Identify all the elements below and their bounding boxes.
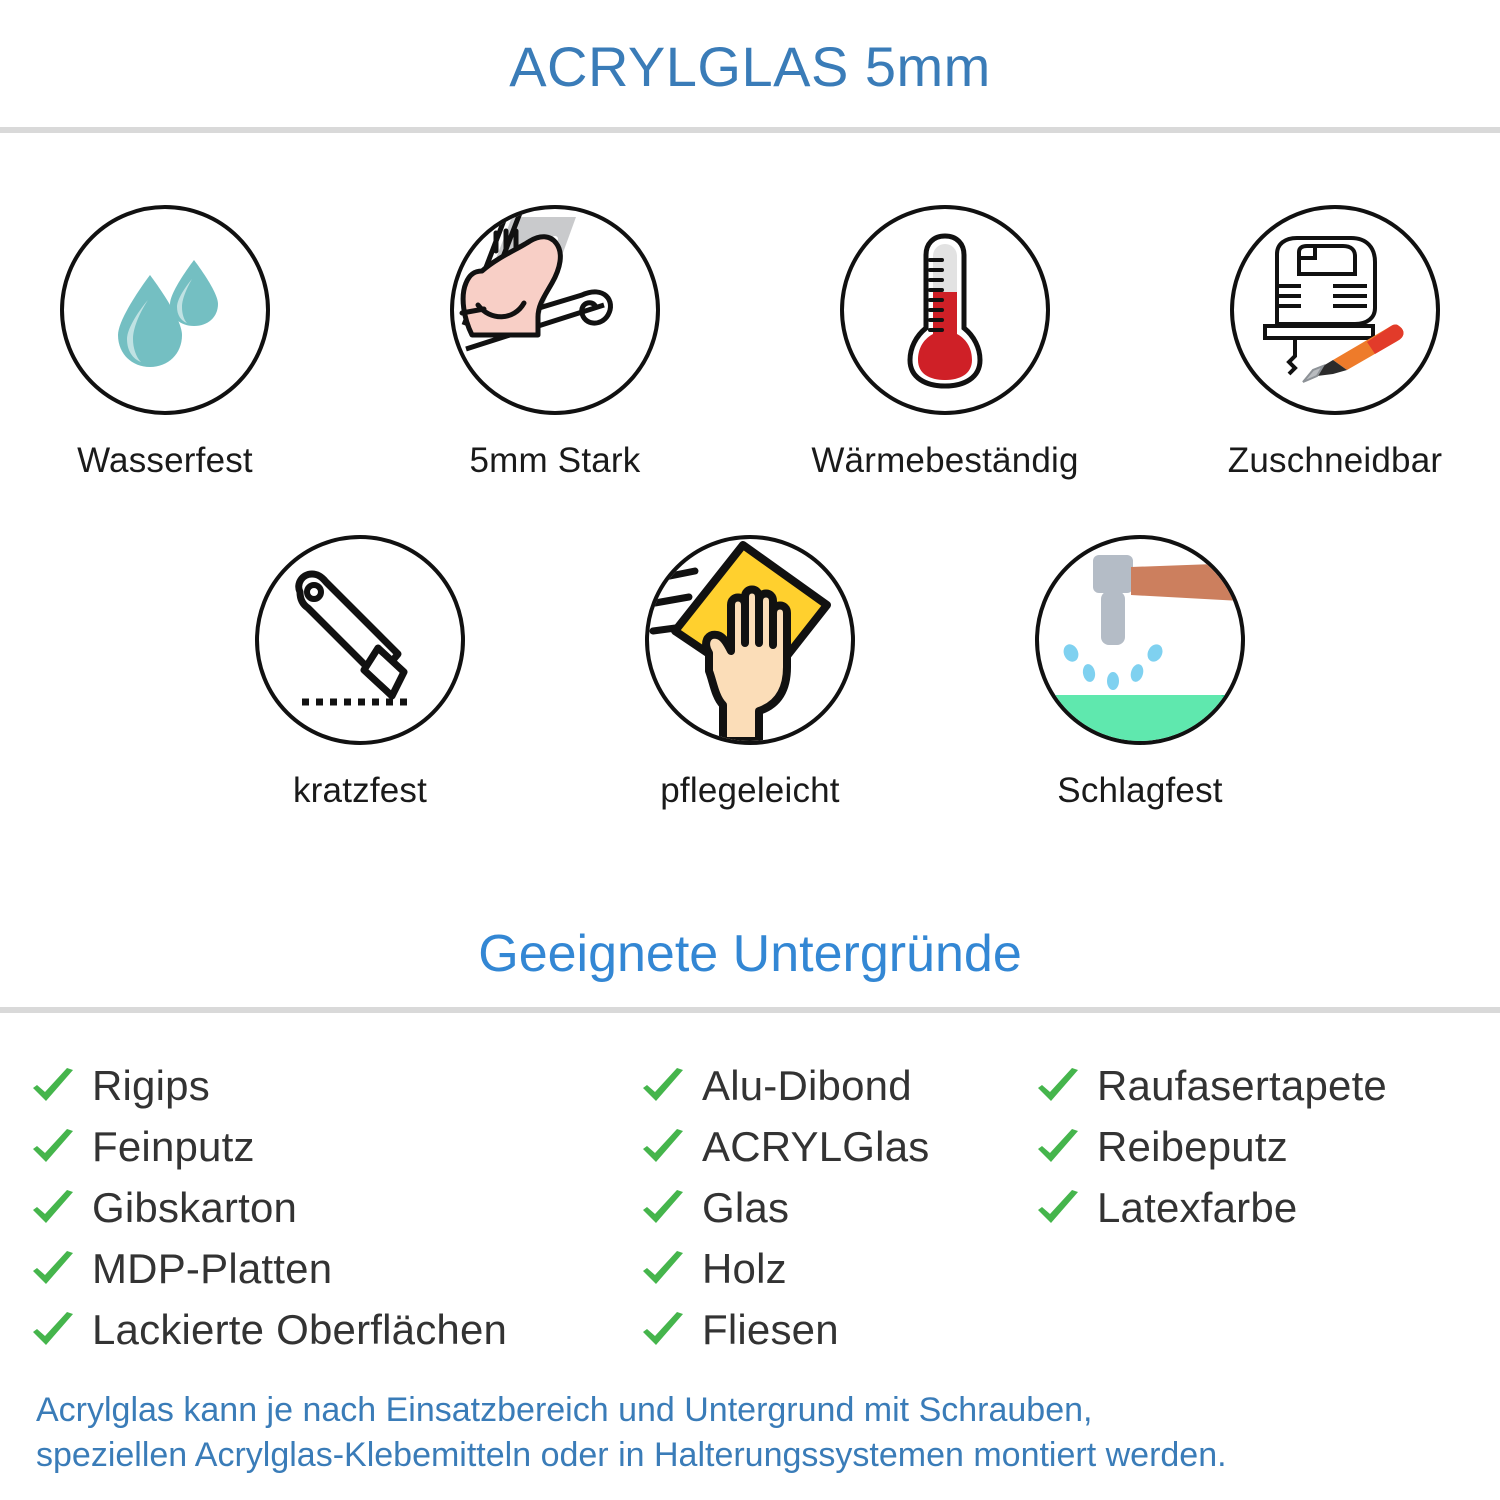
list-item: Latexfarbe [1035,1177,1465,1238]
list-item-label: Glas [702,1183,790,1231]
feature-label: pflegeleicht [660,771,840,810]
list-item: Feinputz [30,1116,640,1177]
divider-middle [0,1007,1500,1013]
checklist-column-3: Raufasertapete Reibeputz Latexfarbe [1035,1055,1465,1360]
jigsaw-and-knife-icon [1255,230,1415,390]
feature-row-two: kratzfest [0,535,1500,811]
check-icon [640,1246,686,1292]
feature-icon-circle [60,205,270,415]
hammer-impact-icon [1039,539,1241,741]
feature-wasserfest: Wasserfest [35,205,295,481]
feature-kratzfest: kratzfest [230,535,490,811]
check-icon [1035,1185,1081,1231]
title-band: ACRYLGLAS 5mm [0,0,1500,132]
list-item: Reibeputz [1035,1116,1465,1177]
list-item-label: ACRYLGlas [702,1122,930,1170]
section-title-band: Geeignete Untergründe [0,900,1500,1007]
check-icon [640,1063,686,1109]
feature-schlagfest: Schlagfest [1010,535,1270,811]
suitable-surfaces-checklist: Rigips Feinputz Gibskarton MDP-Platten [0,1055,1500,1360]
list-item-label: Holz [702,1244,787,1292]
list-item-label: Fliesen [702,1305,839,1353]
hand-wiping-cloth-icon [649,539,851,741]
list-item-label: Rigips [92,1061,210,1109]
list-item-label: Gibskarton [92,1183,298,1231]
check-icon [1035,1124,1081,1170]
check-icon [30,1246,76,1292]
feature-row-one: Wasserfest [0,205,1500,481]
list-item: Rigips [30,1055,640,1116]
feature-label: Schlagfest [1057,771,1223,810]
cutter-knife-icon [280,560,440,720]
divider-top [0,127,1500,133]
feature-icon-circle [645,535,855,745]
checklist-column-1: Rigips Feinputz Gibskarton MDP-Platten [30,1055,640,1360]
list-item: Raufasertapete [1035,1055,1465,1116]
footer-note: Acrylglas kann je nach Einsatzbereich un… [36,1388,1476,1478]
list-item-label: MDP-Platten [92,1244,333,1292]
feature-label: Zuschneidbar [1227,441,1443,480]
list-item: Glas [640,1177,1035,1238]
check-icon [640,1124,686,1170]
check-icon [30,1307,76,1353]
list-item-label: Feinputz [92,1122,255,1170]
check-icon [30,1185,76,1231]
list-item: Alu-Dibond [640,1055,1035,1116]
feature-icon-circle [1035,535,1245,745]
list-item: MDP-Platten [30,1238,640,1299]
feature-icon-circle [840,205,1050,415]
list-item: Lackierte Oberflächen [30,1299,640,1360]
feature-label: 5mm Stark [469,441,641,480]
feature-icon-circle [1230,205,1440,415]
list-item: Gibskarton [30,1177,640,1238]
check-icon [640,1185,686,1231]
water-drops-icon [90,235,240,385]
page-title: ACRYLGLAS 5mm [509,34,991,98]
list-item: ACRYLGlas [640,1116,1035,1177]
list-item: Holz [640,1238,1035,1299]
feature-pflegeleicht: pflegeleicht [620,535,880,811]
checklist-column-2: Alu-Dibond ACRYLGlas Glas Holz [640,1055,1035,1360]
check-icon [30,1124,76,1170]
thermometer-icon [900,230,990,390]
section-title: Geeignete Untergründe [478,924,1022,983]
list-item-label: Latexfarbe [1097,1183,1298,1231]
flexing-arm-icon [454,209,656,411]
list-item-label: Raufasertapete [1097,1061,1387,1109]
feature-icon-circle [450,205,660,415]
footer-line-2: speziellen Acrylglas-Klebemitteln oder i… [36,1436,1227,1475]
feature-zuschneidbar: Zuschneidbar [1205,205,1465,481]
feature-icon-circle [255,535,465,745]
footer-line-1: Acrylglas kann je nach Einsatzbereich un… [36,1391,1093,1429]
feature-label: kratzfest [292,771,428,810]
feature-5mm-stark: 5mm Stark [425,205,685,481]
feature-label: Wasserfest [77,441,253,480]
list-item: Fliesen [640,1299,1035,1360]
list-item-label: Lackierte Oberflächen [92,1305,508,1353]
check-icon [1035,1063,1081,1109]
check-icon [640,1307,686,1353]
check-icon [30,1063,76,1109]
list-item-label: Reibeputz [1097,1122,1288,1170]
list-item-label: Alu-Dibond [702,1061,912,1109]
feature-label: Wärmebeständig [811,441,1079,480]
feature-waermebestaendig: Wärmebeständig [811,205,1078,481]
